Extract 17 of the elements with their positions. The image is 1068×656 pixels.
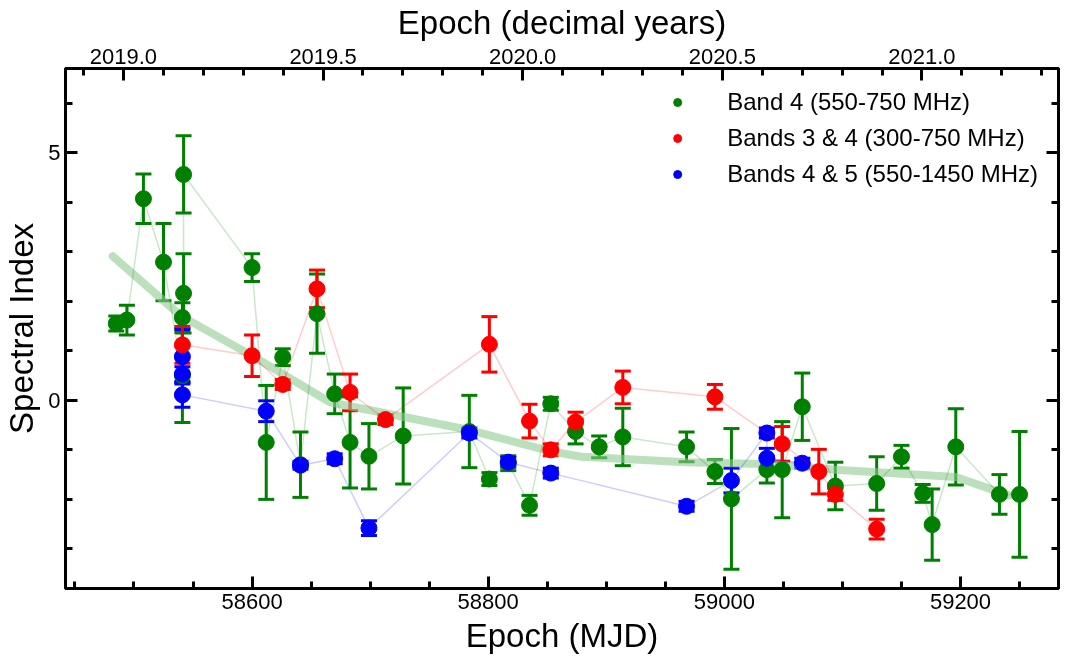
x-tick-label: 59000 <box>693 588 755 614</box>
x2-axis-title: Epoch (decimal years) <box>397 3 727 41</box>
legend-label: Bands 4 & 5 (550-1450 MHz) <box>727 160 1038 188</box>
x2-tick-label: 2019.5 <box>289 43 357 69</box>
x2-tick-label: 2019.0 <box>89 43 158 69</box>
x-tick-label: 59200 <box>929 588 992 614</box>
legend-label: Bands 3 & 4 (300-750 MHz) <box>727 124 1025 152</box>
y-tick-label: 5 <box>48 140 61 166</box>
x2-tick-label: 2020.0 <box>489 43 557 69</box>
x-tick-label: 58800 <box>457 588 519 614</box>
x-tick-label: 58600 <box>221 588 283 614</box>
legend-label: Band 4 (550-750 MHz) <box>727 88 970 116</box>
x2-tick-label: 2021.0 <box>888 43 956 69</box>
y-axis-title: Spectral Index <box>3 222 41 434</box>
y-tick-label: 0 <box>48 387 61 413</box>
x2-tick-label: 2020.5 <box>688 43 756 69</box>
x-axis-title: Epoch (MJD) <box>465 616 659 654</box>
